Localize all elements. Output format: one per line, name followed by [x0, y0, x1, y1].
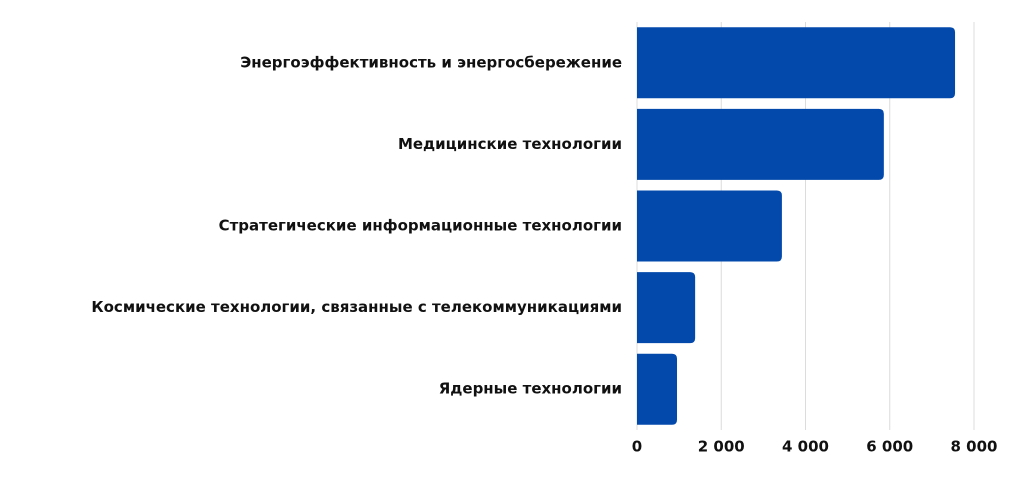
- y-tick-label: Медицинские технологии: [398, 135, 622, 153]
- y-tick-label: Ядерные технологии: [439, 380, 622, 398]
- y-tick-label: Стратегические информационные технологии: [219, 217, 622, 235]
- bar: [637, 27, 956, 99]
- bar: [637, 353, 678, 425]
- x-tick-label: 6 000: [866, 438, 913, 456]
- bar: [637, 190, 782, 262]
- bar: [637, 272, 696, 344]
- x-tick-label: 8 000: [951, 438, 998, 456]
- y-tick-label: Энергоэффективность и энергосбережение: [240, 53, 622, 71]
- x-tick-label: 2 000: [698, 438, 745, 456]
- x-tick-label: 4 000: [782, 438, 829, 456]
- x-tick-label: 0: [632, 438, 642, 456]
- bar: [637, 108, 884, 180]
- y-tick-label: Космические технологии, связанные с теле…: [91, 298, 622, 316]
